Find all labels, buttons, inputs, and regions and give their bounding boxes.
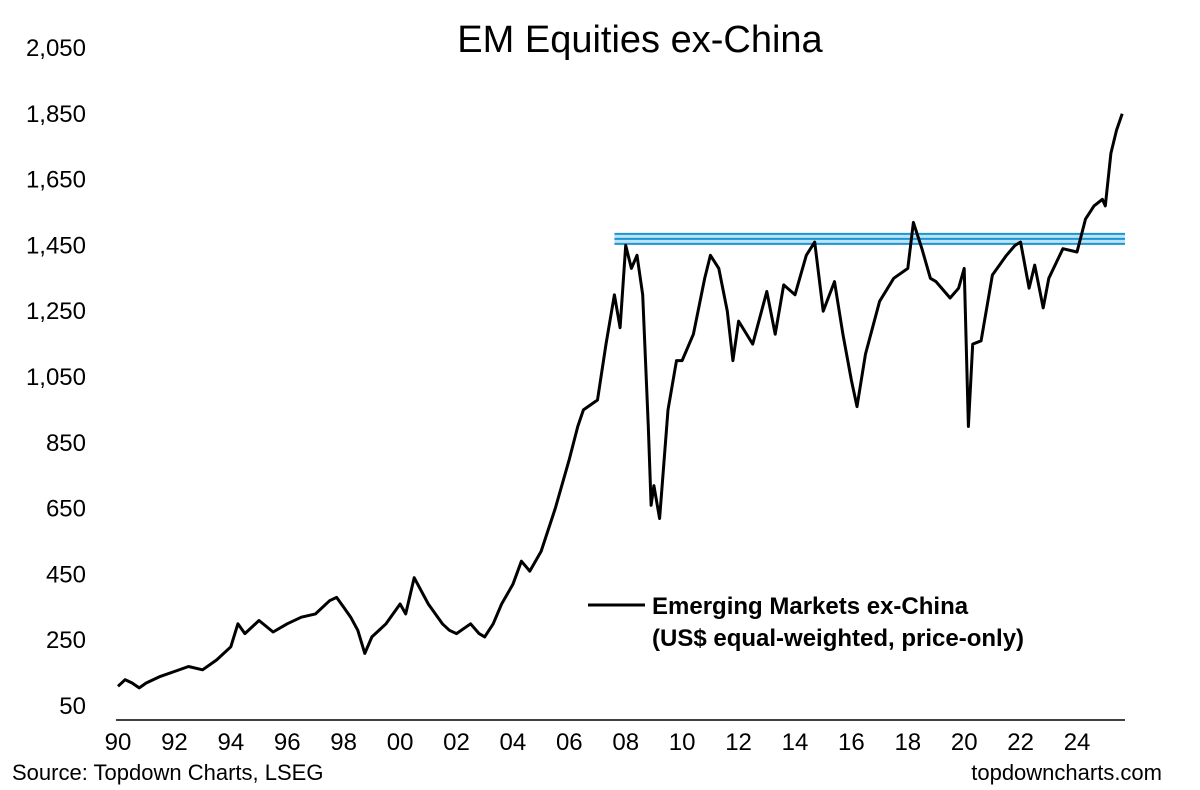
- x-tick-label: 02: [443, 729, 470, 756]
- x-tick-label: 04: [500, 729, 527, 756]
- y-tick-label: 1,450: [26, 232, 86, 259]
- legend: Emerging Markets ex-China (US$ equal-wei…: [588, 593, 1024, 652]
- y-axis: 50 250 450 650 850 1,050 1,250 1,450 1,650 1,850 2…: [26, 35, 86, 720]
- x-tick-label: 94: [217, 729, 244, 756]
- y-tick-label: 250: [46, 627, 86, 654]
- legend-sublabel: (US$ equal-weighted, price-only): [652, 625, 1024, 652]
- y-tick-label: 1,250: [26, 298, 86, 325]
- x-tick-label: 18: [894, 729, 921, 756]
- x-tick-label: 08: [612, 729, 639, 756]
- source-note: Source: Topdown Charts, LSEG: [12, 760, 324, 785]
- y-tick-label: 450: [46, 561, 86, 588]
- x-axis: 90 92 94 96 98 00 02 04 06 08 10 12 14 16 18 20 22 24: [105, 729, 1091, 756]
- y-tick-label: 50: [59, 693, 86, 720]
- x-tick-label: 90: [105, 729, 132, 756]
- x-tick-label: 14: [782, 729, 809, 756]
- y-tick-label: 850: [46, 430, 86, 457]
- legend-label: Emerging Markets ex-China: [652, 593, 969, 620]
- x-tick-label: 96: [274, 729, 301, 756]
- y-tick-label: 1,650: [26, 167, 86, 194]
- y-tick-label: 1,850: [26, 101, 86, 128]
- y-tick-label: 2,050: [26, 35, 86, 62]
- x-tick-label: 12: [725, 729, 752, 756]
- x-tick-label: 92: [161, 729, 188, 756]
- x-tick-label: 06: [556, 729, 583, 756]
- y-tick-label: 1,050: [26, 364, 86, 391]
- x-tick-label: 00: [387, 729, 414, 756]
- resistance-band: [614, 232, 1125, 245]
- x-tick-label: 22: [1007, 729, 1034, 756]
- series-line-em-ex-china: [116, 113, 1124, 690]
- x-tick-label: 10: [669, 729, 696, 756]
- chart-title: EM Equities ex-China: [457, 19, 823, 61]
- x-tick-label: 24: [1064, 729, 1091, 756]
- site-credit: topdowncharts.com: [971, 760, 1162, 785]
- y-tick-label: 650: [46, 496, 86, 523]
- x-tick-label: 16: [838, 729, 865, 756]
- x-tick-label: 98: [330, 729, 357, 756]
- x-tick-label: 20: [951, 729, 978, 756]
